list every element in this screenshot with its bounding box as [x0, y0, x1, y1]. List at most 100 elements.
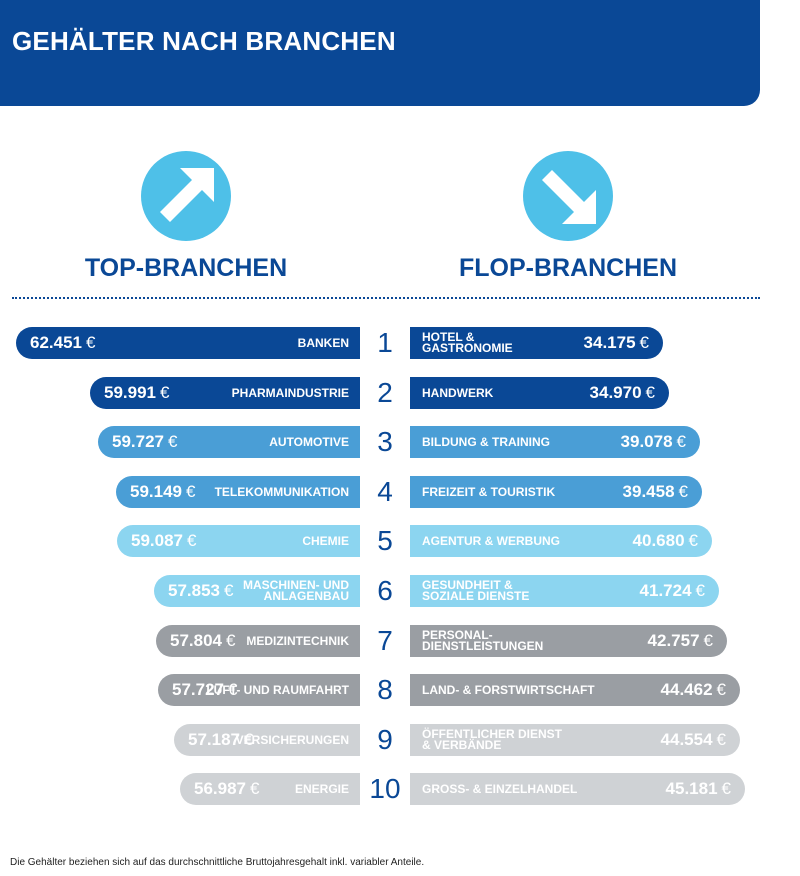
flop-value-6: 41.724 €	[640, 575, 705, 607]
top-bar-7: 57.804 € MEDIZINTECHNIK	[156, 625, 360, 657]
top-label-4: TELEKOMMUNIKATION	[215, 476, 349, 508]
top-value-5-currency: €	[187, 531, 197, 550]
top-value-6-currency: €	[224, 581, 234, 600]
top-label-2: PHARMAINDUSTRIE	[232, 377, 349, 409]
flop-value-1-number: 34.175	[583, 333, 636, 352]
top-label-7-text: MEDIZINTECHNIK	[246, 633, 349, 648]
rank-number-2: 2	[377, 377, 393, 408]
flop-label-7-line: PERSONAL-	[422, 628, 493, 642]
flop-value-8-number: 44.462	[660, 680, 713, 699]
top-label-2-text: PHARMAINDUSTRIE	[231, 385, 349, 400]
flop-value-4-currency: €	[678, 482, 688, 501]
top-value-2-currency: €	[160, 383, 170, 402]
flop-bar-4: FREIZEIT & TOURISTIK 39.458 €	[410, 476, 702, 508]
top-label-10-line: ENERGIE	[294, 781, 349, 796]
flop-label-4-line: FREIZEIT & TOURISTIK	[422, 484, 556, 499]
top-label-2-line: PHARMAINDUSTRIE	[231, 385, 349, 400]
rank-number-4: 4	[377, 476, 393, 507]
flop-label-9-line: & VERBÄNDE	[422, 738, 502, 752]
flop-branchen-heading: FLOP-BRANCHEN	[458, 254, 678, 282]
flop-label-3-text: BILDUNG & TRAINING	[422, 436, 550, 448]
flop-label-9: ÖFFENTLICHER DIENST & VERBÄNDE	[422, 724, 562, 756]
top-value-5: 59.087 €	[131, 525, 196, 557]
flop-value-1-currency: €	[639, 333, 649, 352]
flop-label-6-text: GESUNDHEIT & SOZIALE DIENSTE	[422, 579, 529, 602]
flop-value-3: 39.078 €	[621, 426, 686, 458]
flop-value-2: 34.970 €	[590, 377, 655, 409]
flop-label-7: PERSONAL- DIENSTLEISTUNGEN	[422, 625, 543, 657]
top-label-9: VERSICHERUNGEN	[236, 724, 349, 756]
flop-label-5-text: AGENTUR & WERBUNG	[422, 535, 560, 547]
top-label-7: MEDIZINTECHNIK	[246, 625, 349, 657]
rank-number-3: 3	[377, 426, 393, 457]
flop-label-10-line: GROSS- & EINZELHANDEL	[422, 781, 578, 796]
flop-bar-6: GESUNDHEIT & SOZIALE DIENSTE 41.724 €	[410, 575, 719, 607]
top-label-10: ENERGIE	[295, 773, 349, 805]
top-value-7-currency: €	[226, 631, 236, 650]
top-bar-1: 62.451 € BANKEN	[16, 327, 360, 359]
top-value-1: 62.451 €	[30, 327, 95, 359]
top-label-10-text: ENERGIE	[294, 781, 349, 796]
top-value-3-currency: €	[168, 432, 178, 451]
flop-value-6-number: 41.724	[639, 581, 692, 600]
top-value-7-number: 57.804	[170, 631, 222, 650]
flop-value-10-number: 45.181	[665, 779, 718, 798]
flop-bar-3: BILDUNG & TRAINING 39.078 €	[410, 426, 700, 458]
dotted-divider	[12, 297, 760, 299]
top-value-4-currency: €	[186, 482, 196, 501]
flop-value-7: 42.757 €	[648, 625, 713, 657]
top-bar-9: 57.187 € VERSICHERUNGEN	[174, 724, 360, 756]
flop-label-10: GROSS- & EINZELHANDEL	[422, 773, 577, 805]
top-value-10-number: 56.987	[194, 779, 246, 798]
flop-value-2-number: 34.970	[589, 383, 642, 402]
flop-bar-2: HANDWERK 34.970 €	[410, 377, 669, 409]
top-value-8-number: 57.727	[172, 680, 224, 699]
rank-number-10: 10	[369, 773, 401, 804]
header-banner: GEHÄLTER NACH BRANCHEN	[0, 0, 760, 106]
flop-label-1-line: GASTRONOMIE	[422, 341, 513, 355]
top-label-7-line: MEDIZINTECHNIK	[246, 633, 349, 648]
flop-label-2: HANDWERK	[422, 377, 493, 409]
top-label-5: CHEMIE	[302, 525, 349, 557]
rank-number-1: 1	[377, 327, 393, 358]
top-bar-5: 59.087 € CHEMIE	[117, 525, 360, 557]
top-label-9-text: VERSICHERUNGEN	[235, 732, 349, 747]
top-value-2-number: 59.991	[104, 383, 156, 402]
rank-number-5: 5	[377, 525, 393, 556]
page-title: GEHÄLTER NACH BRANCHEN	[12, 26, 396, 56]
top-value-1-currency: €	[86, 333, 96, 352]
flop-value-9-number: 44.554	[660, 730, 713, 749]
flop-label-5: AGENTUR & WERBUNG	[422, 525, 560, 557]
flop-value-4: 39.458 €	[623, 476, 688, 508]
top-label-8-text: LUFT- UND RAUMFAHRT	[206, 684, 349, 696]
top-value-7: 57.804 €	[170, 625, 235, 657]
footnote: Die Gehälter beziehen sich auf das durch…	[10, 857, 425, 868]
rank-number-8: 8	[377, 674, 393, 705]
flop-label-8-line: LAND- & FORSTWIRTSCHAFT	[422, 682, 595, 697]
top-value-10-currency: €	[250, 779, 260, 798]
flop-label-7-text: PERSONAL- DIENSTLEISTUNGEN	[422, 628, 544, 653]
top-label-5-line: CHEMIE	[302, 533, 349, 548]
top-branchen-heading: TOP-BRANCHEN	[84, 254, 288, 282]
top-bar-3: 59.727 € AUTOMOTIVE	[98, 426, 360, 458]
top-value-8: 57.727 €	[172, 674, 237, 706]
flop-value-10: 45.181 €	[666, 773, 731, 805]
arrow-up-right-icon	[141, 151, 231, 241]
flop-label-10-text: GROSS- & EINZELHANDEL	[422, 781, 578, 796]
flop-value-5: 40.680 €	[633, 525, 698, 557]
top-bar-6: 57.853 € MASCHINEN- UND ANLAGENBAU	[154, 575, 360, 607]
flop-label-7-line: DIENSTLEISTUNGEN	[422, 639, 544, 653]
top-value-8-currency: €	[228, 680, 238, 699]
top-label-6-line: ANLAGENBAU	[263, 589, 349, 603]
flop-label-2-text: HANDWERK	[422, 387, 493, 399]
flop-value-9: 44.554 €	[661, 724, 726, 756]
top-label-9-line: VERSICHERUNGEN	[235, 732, 349, 747]
flop-value-9-currency: €	[716, 730, 726, 749]
flop-value-8: 44.462 €	[661, 674, 726, 706]
flop-label-1-text: HOTEL & GASTRONOMIE	[422, 331, 513, 355]
top-value-4-number: 59.149	[130, 482, 182, 501]
top-value-3: 59.727 €	[112, 426, 177, 458]
flop-bar-10: GROSS- & EINZELHANDEL 45.181 €	[410, 773, 745, 805]
flop-label-9-line: ÖFFENTLICHER DIENST	[422, 727, 562, 741]
top-label-3: AUTOMOTIVE	[269, 426, 349, 458]
